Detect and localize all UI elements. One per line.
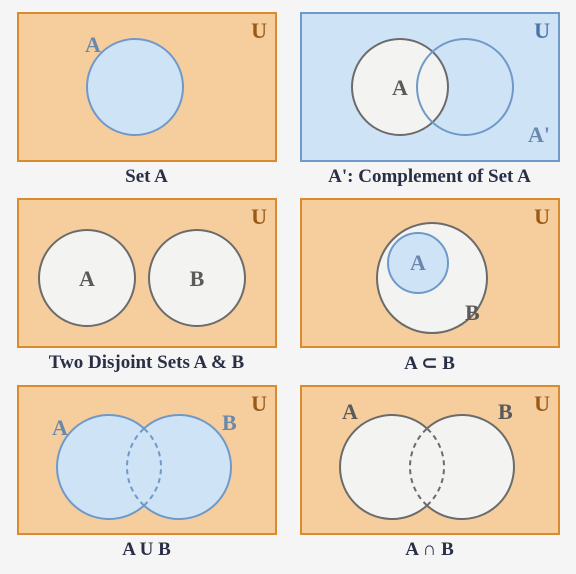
panel-subset: U A B A ⊂ B [295,198,564,375]
venn-svg: U AB [300,385,560,535]
venn-svg: U A B [17,198,277,348]
set-label: A [79,266,95,291]
set-label: B [189,266,204,291]
set-label: A [85,32,101,57]
venn-svg: U AB [17,385,277,535]
set-label: A [392,75,408,100]
set-label: B [465,300,480,325]
set-label: A [52,415,68,440]
u-label: U [534,204,550,229]
set-label: B [222,410,237,435]
panel-caption: A': Complement of Set A [328,166,531,188]
panel-caption: A ⊂ B [404,352,455,375]
set-label: B [498,399,513,424]
panel-disjoint: U A B Two Disjoint Sets A & B [12,198,281,375]
u-label: U [534,391,550,416]
u-label: U [534,18,550,43]
set-label: A [342,399,358,424]
panel-caption: A U B [122,539,171,561]
panel-caption: Two Disjoint Sets A & B [49,352,244,374]
venn-svg: U A B [300,198,560,348]
panel-union: U A B A U B [12,385,281,561]
panel-caption: A ∩ B [405,539,454,561]
set-label: A' [528,122,550,147]
u-label: U [251,18,267,43]
panel-complement: U A A' A': Complement of Set A [295,12,564,188]
venn-svg: U A A' [300,12,560,162]
panel-intersection: U A B A ∩ B [295,385,564,561]
panel-caption: Set A [125,166,168,188]
venn-grid: UA Set A UAA' A': Complement of Set A UA… [12,12,564,561]
venn-svg: UA [17,12,277,162]
set-label: A [410,250,426,275]
panel-set-a: UA Set A [12,12,281,188]
u-label: U [251,204,267,229]
u-label: U [251,391,267,416]
